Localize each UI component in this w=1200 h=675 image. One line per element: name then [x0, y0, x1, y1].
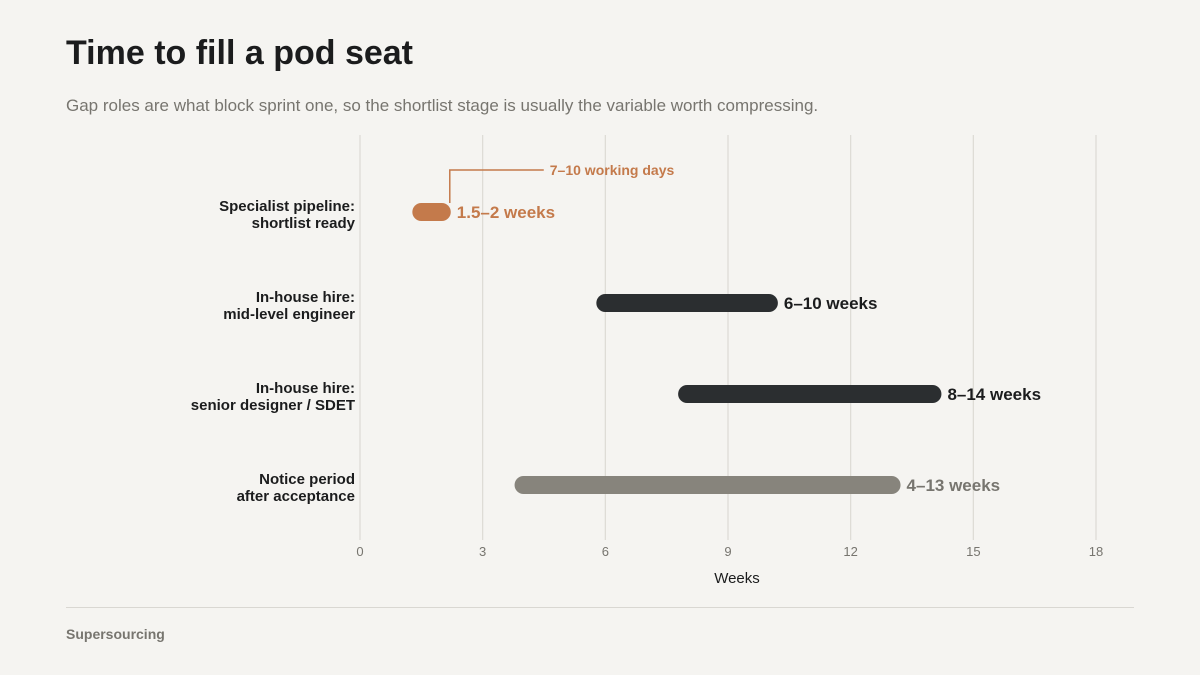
row-label-line: Specialist pipeline: — [219, 198, 355, 215]
row-label-line: Notice period — [259, 471, 355, 488]
range-bar — [412, 203, 451, 221]
x-tick-label: 0 — [356, 544, 363, 559]
x-tick-label: 9 — [724, 544, 731, 559]
row-label: In-house hire: mid-level engineer — [223, 289, 355, 323]
range-bar — [596, 294, 778, 312]
value-label: 8–14 weeks — [947, 385, 1041, 404]
x-axis-label: Weeks — [714, 570, 760, 587]
row-label-line: senior designer / SDET — [191, 397, 355, 414]
bars: Specialist pipeline: shortlist ready 1.5–2… — [191, 198, 1041, 505]
value-label: 6–10 weeks — [784, 294, 878, 313]
x-tick-label: 18 — [1089, 544, 1103, 559]
row-label-line: mid-level engineer — [223, 306, 355, 323]
gridlines — [359, 135, 1097, 540]
chart-subtitle: Gap roles are what block sprint one, so … — [66, 96, 819, 115]
annotation: 7–10 working days — [449, 162, 675, 203]
value-label: 1.5–2 weeks — [457, 203, 555, 222]
value-label: 4–13 weeks — [907, 476, 1001, 495]
row-label: Notice period after acceptance — [237, 471, 355, 505]
x-tick-label: 15 — [966, 544, 980, 559]
row-label-line: In-house hire: — [256, 289, 355, 306]
range-bar — [678, 385, 942, 403]
x-tick-label: 3 — [479, 544, 486, 559]
chart-title: Time to fill a pod seat — [66, 34, 413, 72]
annotation-text: 7–10 working days — [550, 162, 675, 178]
row-label: In-house hire: senior designer / SDET — [191, 380, 355, 414]
x-tick-label: 12 — [843, 544, 857, 559]
x-tick-label: 6 — [602, 544, 609, 559]
x-axis-ticks: 0 3 6 9 12 15 18 — [356, 544, 1103, 559]
range-bar — [514, 476, 901, 494]
row-label: Specialist pipeline: shortlist ready — [219, 198, 356, 232]
row-label-line: In-house hire: — [256, 380, 355, 397]
row-label-line: shortlist ready — [252, 215, 356, 232]
row-label-line: after acceptance — [237, 488, 355, 505]
source-credit: Supersourcing — [66, 626, 165, 642]
annotation-leader-line — [449, 169, 544, 203]
footer-divider — [66, 607, 1134, 608]
